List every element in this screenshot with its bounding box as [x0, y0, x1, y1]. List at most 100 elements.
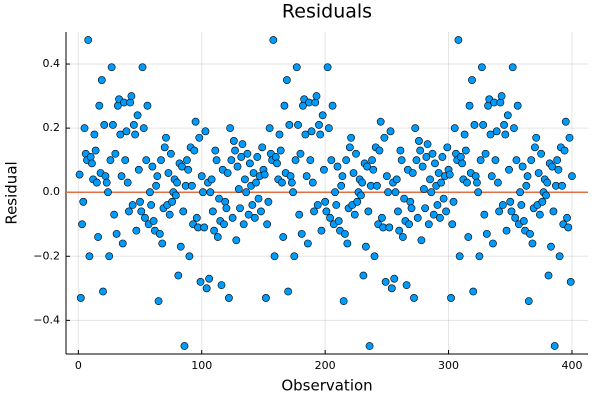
point — [361, 242, 370, 251]
point — [176, 242, 185, 251]
point — [118, 239, 127, 248]
point — [321, 197, 330, 206]
point — [107, 63, 116, 72]
point — [90, 130, 99, 139]
point — [139, 124, 148, 133]
point — [438, 153, 447, 161]
point — [480, 210, 489, 219]
point — [397, 156, 406, 165]
point — [252, 178, 260, 187]
point — [566, 278, 575, 286]
point — [448, 220, 457, 229]
point — [292, 63, 301, 72]
point — [213, 233, 222, 241]
point — [312, 92, 321, 100]
point — [302, 172, 311, 181]
point — [498, 201, 507, 209]
point — [79, 197, 88, 206]
y-axis-label: Residual — [3, 161, 21, 224]
point — [306, 156, 315, 165]
point — [315, 121, 323, 129]
point — [375, 146, 384, 155]
point — [147, 201, 156, 209]
point — [221, 197, 230, 206]
point — [195, 133, 204, 142]
point — [342, 156, 351, 165]
point — [153, 172, 162, 181]
point — [226, 124, 235, 133]
point — [563, 213, 571, 222]
point — [285, 121, 294, 129]
point — [503, 111, 512, 120]
point — [254, 194, 263, 203]
point — [474, 188, 483, 197]
point — [328, 101, 337, 110]
y-tick-label: −0.4 — [33, 313, 60, 326]
point — [222, 204, 231, 213]
point — [439, 194, 448, 203]
point — [290, 252, 299, 261]
point — [500, 121, 508, 129]
point — [316, 130, 325, 139]
point — [424, 220, 433, 229]
point — [158, 239, 167, 248]
point — [501, 130, 510, 139]
point — [138, 63, 147, 72]
point — [78, 220, 86, 229]
point — [339, 297, 348, 306]
point — [197, 172, 206, 181]
point — [157, 156, 165, 165]
point — [236, 204, 244, 213]
point — [211, 146, 220, 155]
point — [152, 181, 160, 190]
point — [296, 149, 305, 158]
point — [338, 172, 347, 181]
point — [447, 294, 455, 302]
point — [80, 124, 89, 133]
point — [469, 287, 478, 296]
point — [445, 170, 454, 179]
point — [384, 188, 392, 197]
point — [311, 98, 320, 107]
point — [201, 127, 210, 136]
point — [380, 133, 389, 142]
point — [117, 172, 126, 181]
point — [565, 133, 574, 142]
point — [337, 181, 346, 190]
point — [284, 287, 293, 296]
point — [134, 165, 143, 174]
point — [433, 201, 442, 209]
point — [528, 239, 537, 248]
point — [486, 130, 495, 139]
point — [547, 242, 555, 251]
point — [392, 175, 401, 184]
point — [125, 207, 133, 216]
point — [376, 117, 385, 126]
point — [408, 169, 417, 177]
point — [450, 124, 459, 133]
point — [275, 130, 284, 139]
point — [295, 210, 304, 219]
point — [370, 252, 379, 261]
point — [137, 207, 146, 216]
point — [553, 156, 562, 165]
point — [402, 281, 411, 290]
point — [85, 252, 94, 261]
point — [449, 197, 458, 206]
point — [523, 172, 532, 181]
point — [423, 140, 432, 149]
point — [190, 146, 199, 155]
point — [365, 342, 374, 350]
point — [417, 236, 426, 245]
point — [173, 178, 181, 187]
point — [243, 149, 252, 158]
point — [187, 181, 196, 190]
point — [155, 229, 164, 238]
point — [180, 342, 189, 350]
point — [390, 274, 399, 283]
point — [331, 188, 339, 197]
point — [482, 229, 491, 238]
point — [264, 197, 273, 206]
point — [454, 36, 463, 44]
point — [271, 153, 280, 161]
